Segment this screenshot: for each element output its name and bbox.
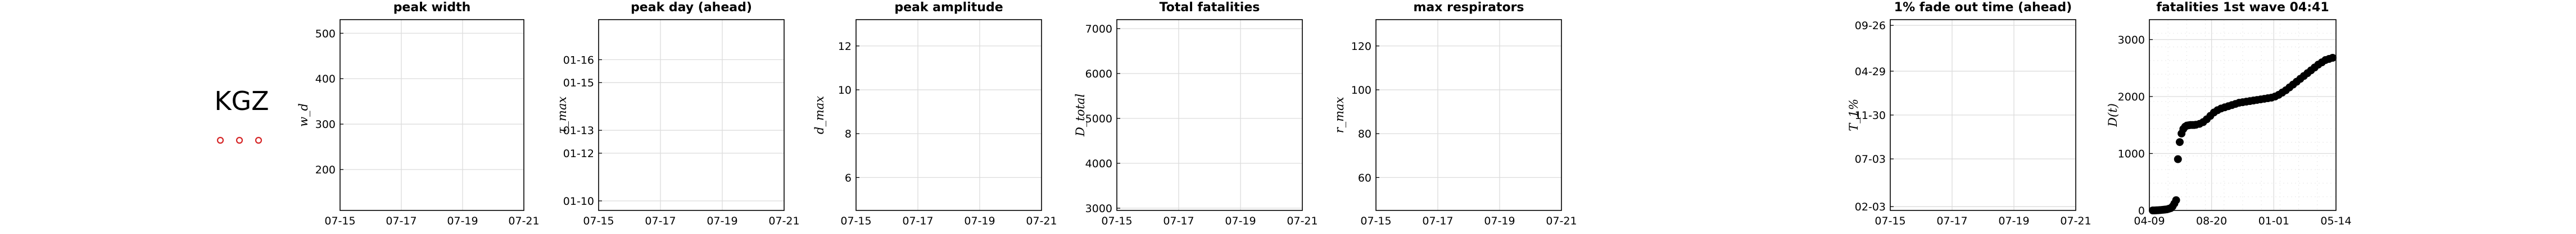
- x-tick-label: 07-17: [1936, 215, 1967, 227]
- x-tick-label: 07-19: [1484, 215, 1515, 227]
- x-tick-label: 07-21: [2060, 215, 2091, 227]
- x-tick-label: 07-19: [964, 215, 995, 227]
- y-tick-label: 07-03: [1855, 153, 1886, 166]
- y-tick-label: 01-12: [563, 148, 594, 160]
- x-tick-label: 07-15: [840, 215, 871, 227]
- y-tick-label: 500: [315, 27, 336, 40]
- data-point: [2329, 54, 2337, 62]
- chart-panel: peak amplitude d_max 07-15 07-17 07-19 07-21 6…: [813, 1, 1057, 227]
- y-tick-label: 3000: [2118, 34, 2145, 47]
- x-tick-label: 07-21: [1026, 215, 1057, 227]
- y-tick-label: 4000: [1085, 158, 1112, 170]
- chart-panel: peak width w_d 07-15 07-17 07-19 07-21 200 300 4…: [297, 1, 540, 227]
- chart-panel: Total fatalities D_total 07-15 07-17 07-19 07…: [1074, 1, 1318, 227]
- chart-title: max respirators: [1413, 1, 1524, 15]
- y-tick-label: 1000: [2118, 148, 2145, 160]
- x-tick-label: 07-19: [1225, 215, 1256, 227]
- x-tick-label: 07-21: [768, 215, 799, 227]
- chart-title: 1% fade out time (ahead): [1894, 1, 2072, 15]
- y-axis-label: τ_max: [555, 97, 569, 134]
- y-tick-label: 01-15: [563, 77, 594, 89]
- data-point: [2172, 196, 2180, 204]
- y-tick-label: 60: [1358, 172, 1371, 184]
- y-tick-label: 09-26: [1855, 20, 1886, 32]
- y-tick-label: 300: [315, 118, 336, 131]
- y-axis-label: T_1%: [1847, 99, 1860, 131]
- y-tick-label: 2000: [2118, 91, 2145, 103]
- y-tick-label: 200: [315, 164, 336, 176]
- chart-title: fatalities 1st wave 04:41: [2156, 1, 2329, 15]
- x-tick-label: 01-01: [2258, 215, 2289, 227]
- y-axis-label: D(t): [2106, 103, 2120, 127]
- y-tick-label: 6: [845, 172, 852, 184]
- y-axis-label: D_total: [1074, 94, 1087, 137]
- axes-frame: [1116, 19, 1303, 211]
- x-tick-label: 08-20: [2196, 215, 2227, 227]
- y-tick-label: 01-10: [563, 195, 594, 208]
- y-tick-label: 01-13: [563, 125, 594, 137]
- x-tick-label: 07-17: [645, 215, 676, 227]
- country-markers: [216, 136, 262, 144]
- x-tick-label: 07-15: [583, 215, 614, 227]
- x-tick-label: 07-15: [1101, 215, 1132, 227]
- axes-frame: [2149, 19, 2337, 211]
- y-tick-label: 02-03: [1855, 201, 1886, 213]
- x-tick-label: 05-14: [2320, 215, 2351, 227]
- axes-frame: [339, 19, 524, 211]
- x-tick-label: 07-15: [324, 215, 355, 227]
- marker-circle: [216, 136, 224, 144]
- y-tick-label: 7000: [1085, 23, 1112, 35]
- y-tick-label: 120: [1351, 40, 1371, 53]
- x-tick-label: 07-21: [1546, 215, 1577, 227]
- y-tick-label: 3000: [1085, 203, 1112, 215]
- x-tick-label: 07-19: [707, 215, 737, 227]
- y-axis-label: r_max: [1333, 97, 1346, 133]
- chart-title: peak amplitude: [894, 1, 1003, 15]
- chart-title: peak width: [393, 1, 471, 15]
- y-tick-label: 01-16: [563, 54, 594, 66]
- y-tick-label: 400: [315, 73, 336, 85]
- chart-panel: max respirators r_max 07-15 07-17 07-19 07-21…: [1333, 1, 1577, 227]
- y-tick-label: 80: [1358, 128, 1371, 140]
- axes-frame: [855, 19, 1042, 211]
- x-tick-label: 07-19: [447, 215, 478, 227]
- x-tick-label: 07-15: [1360, 215, 1391, 227]
- x-tick-label: 07-17: [902, 215, 933, 227]
- data-point: [2176, 138, 2184, 146]
- axes-frame: [1890, 19, 2076, 211]
- chart-title: peak day (ahead): [631, 1, 752, 15]
- country-code: KGZ: [214, 86, 269, 116]
- x-tick-label: 07-15: [1875, 215, 1905, 227]
- x-tick-label: 07-17: [386, 215, 416, 227]
- chart-panel: fatalities 1st wave 04:41 D(t) 04-09 08-20 0…: [2106, 1, 2352, 227]
- axes-frame: [1375, 19, 1562, 211]
- x-tick-label: 07-17: [1163, 215, 1194, 227]
- marker-circle: [236, 136, 243, 144]
- y-tick-label: 8: [845, 128, 852, 140]
- y-tick-label: 12: [838, 40, 852, 53]
- y-tick-label: 10: [838, 84, 852, 97]
- y-tick-label: 11-30: [1855, 109, 1886, 122]
- x-tick-label: 07-21: [508, 215, 539, 227]
- y-tick-label: 04-29: [1855, 66, 1886, 78]
- chart-panel: 1% fade out time (ahead) T_1% 07-15 07-17 07…: [1847, 1, 2091, 227]
- marker-circle: [255, 136, 262, 144]
- data-point: [2174, 155, 2182, 163]
- chart-title: Total fatalities: [1160, 1, 1260, 15]
- y-axis-label: d_max: [813, 96, 826, 134]
- y-tick-label: 5000: [1085, 113, 1112, 125]
- x-tick-label: 04-09: [2134, 215, 2165, 227]
- y-axis-label: w_d: [297, 103, 310, 127]
- y-tick-label: 6000: [1085, 68, 1112, 80]
- y-tick-label: 100: [1351, 84, 1371, 97]
- chart-panel: peak day (ahead) τ_max 07-15 07-17 07-19 07-2…: [555, 1, 800, 227]
- x-tick-label: 07-19: [1998, 215, 2029, 227]
- x-tick-label: 07-17: [1422, 215, 1453, 227]
- y-tick-label: 0: [2138, 205, 2145, 217]
- x-tick-label: 07-21: [1287, 215, 1318, 227]
- axes-frame: [598, 19, 785, 211]
